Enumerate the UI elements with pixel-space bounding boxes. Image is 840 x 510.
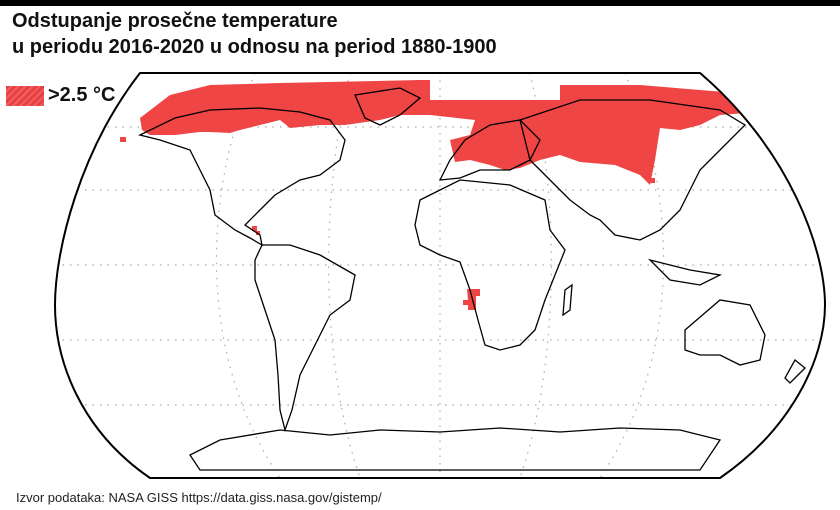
top-border: [0, 0, 840, 6]
title-line-2: u periodu 2016-2020 u odnosu na period 1…: [12, 36, 497, 58]
title-line-1: Odstupanje prosečne temperature: [12, 10, 338, 32]
legend: >2.5 °C: [6, 84, 115, 107]
legend-label: >2.5 °C: [48, 84, 116, 106]
map-title: Odstupanje prosečne temperature u period…: [12, 8, 497, 60]
warming-regions: [120, 80, 760, 310]
graticule: [55, 73, 825, 478]
coastlines: [138, 87, 806, 471]
data-source: Izvor podataka: NASA GISS https://data.g…: [16, 490, 382, 505]
map-outline: [53, 72, 827, 479]
legend-swatch: [6, 85, 44, 106]
